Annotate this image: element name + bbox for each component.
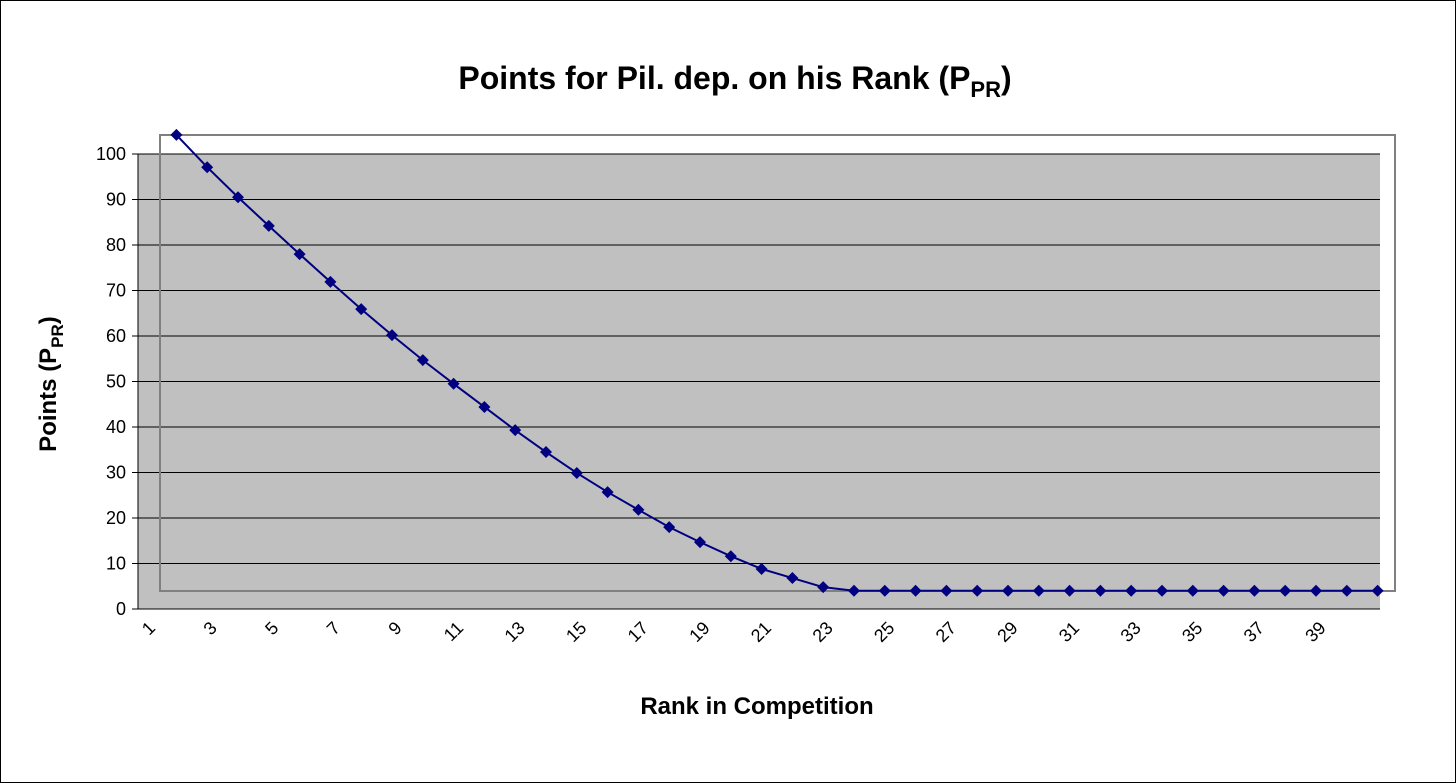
data-point: [694, 536, 706, 549]
data-point: [724, 550, 737, 563]
y-tick-label: 90: [106, 190, 126, 210]
data-point: [416, 354, 429, 367]
data-point: [1032, 584, 1045, 597]
data-point: [786, 572, 799, 585]
data-point: [1248, 584, 1261, 597]
y-tick-label: 70: [106, 281, 126, 301]
title-end: ): [1001, 60, 1012, 96]
y-tick-label: 30: [106, 463, 126, 483]
data-point: [878, 584, 891, 597]
data-point: [262, 219, 275, 232]
data-point: [1094, 584, 1107, 597]
y-label-end: ): [35, 316, 62, 324]
data-point: [293, 248, 306, 261]
data-point: [909, 584, 922, 597]
y-label-text: Points (P: [35, 348, 62, 452]
data-point: [817, 581, 830, 594]
y-tick-label: 20: [106, 508, 126, 528]
data-point: [232, 191, 244, 204]
y-tick-label: 80: [106, 235, 126, 255]
data-point: [971, 584, 984, 597]
y-tick-label: 10: [106, 554, 126, 574]
data-point: [1186, 584, 1199, 597]
y-tick-label: 0: [116, 599, 126, 619]
data-point: [478, 400, 491, 413]
data-point: [1371, 584, 1384, 597]
data-point: [355, 303, 368, 316]
data-point: [1002, 584, 1014, 597]
data-point: [1310, 584, 1322, 597]
data-point: [1279, 584, 1292, 597]
title-text: Points for Pil. dep. on his Rank (P: [458, 60, 970, 96]
data-point: [663, 521, 676, 534]
data-point: [509, 424, 522, 437]
y-tick-label: 60: [106, 326, 126, 346]
data-point: [386, 329, 398, 342]
y-tick-label: 100: [96, 144, 126, 164]
data-point: [632, 503, 645, 516]
data-point: [1217, 584, 1230, 597]
data-point: [324, 275, 337, 288]
y-tick-label: 50: [106, 372, 126, 392]
x-axis-label: Rank in Competition: [640, 693, 873, 720]
data-point: [601, 486, 614, 499]
title-sub: PR: [970, 77, 1001, 102]
y-label-sub: PR: [48, 324, 67, 348]
data-point: [170, 128, 183, 141]
data-point: [755, 562, 768, 575]
data-point: [447, 377, 460, 390]
data-point: [570, 466, 583, 479]
data-point: [540, 446, 552, 459]
data-point: [201, 161, 214, 174]
data-point: [848, 584, 860, 597]
inner-frame: [159, 134, 1396, 592]
y-tick-label: 40: [106, 417, 126, 437]
series-line: [175, 134, 1378, 592]
data-point: [940, 584, 953, 597]
data-point: [1156, 584, 1168, 597]
y-axis-label: Points (PPR): [35, 316, 67, 452]
data-point: [1340, 584, 1353, 597]
data-point: [1125, 584, 1138, 597]
data-point: [1063, 584, 1076, 597]
chart-title: Points for Pil. dep. on his Rank (PPR): [458, 60, 1011, 102]
